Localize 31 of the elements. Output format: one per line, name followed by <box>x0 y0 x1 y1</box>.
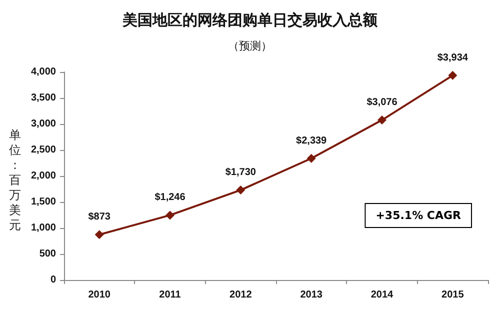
point <box>94 230 104 240</box>
point <box>448 70 458 80</box>
x-tick-label: 2015 <box>442 290 464 300</box>
y-tick-label: 500 <box>39 248 56 260</box>
point <box>306 154 316 163</box>
x-tick-label: 2011 <box>159 290 182 300</box>
y-tick-label: 3,000 <box>30 118 56 130</box>
data-label: $2,339 <box>296 135 328 146</box>
data-label: $1,246 <box>154 192 186 204</box>
x-tick-label: 2013 <box>300 290 323 300</box>
y-tick-label: 0 <box>50 274 56 286</box>
y-tick-label: 3,500 <box>30 92 56 104</box>
y-tick-label: 4,000 <box>30 66 56 78</box>
x-tick-label: 2014 <box>370 290 394 300</box>
y-tick-label: 2,000 <box>30 170 56 182</box>
x-tick-label: 2012 <box>230 290 252 300</box>
point <box>378 116 386 125</box>
data-label: $873 <box>88 212 111 223</box>
chart-title: 美国地区的网络团购单日交易收入总额 <box>122 11 378 29</box>
data-label: $3,934 <box>437 52 468 64</box>
y-axis-title: 单位：百万美元 <box>8 128 22 233</box>
data-label: $3,076 <box>366 97 398 108</box>
annotation: +35.1% CAGR <box>376 209 462 222</box>
y-tick-label: 1,500 <box>30 196 56 208</box>
point <box>236 186 246 195</box>
x-tick-label: 2010 <box>88 290 111 300</box>
chart-subtitle: （预测） <box>228 40 272 52</box>
y-tick-label: 1,000 <box>30 222 56 234</box>
data-label: $1,730 <box>225 167 256 178</box>
point <box>166 210 174 220</box>
y-tick-label: 2,500 <box>30 144 56 156</box>
